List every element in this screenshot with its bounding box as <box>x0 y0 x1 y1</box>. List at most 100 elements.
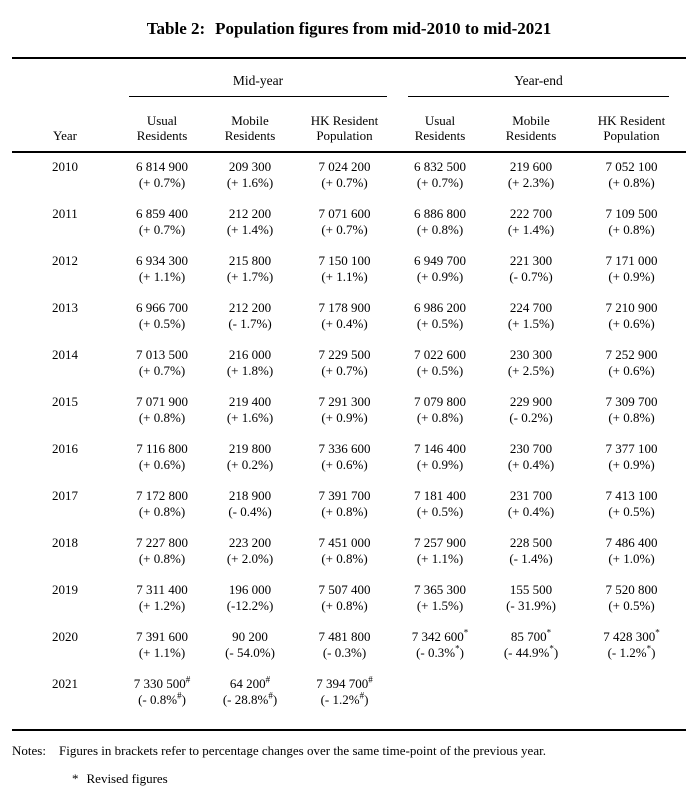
percentage-change: (- 1.4%) <box>509 551 553 566</box>
percentage-change: (+ 0.5%) <box>608 504 655 519</box>
data-cell: 6 949 700 (+ 0.9%) <box>395 247 485 294</box>
population-value: 7 413 100 <box>605 488 658 503</box>
data-cell: 215 800 (+ 1.7%) <box>206 247 294 294</box>
data-cell: 7 311 400 (+ 1.2%) <box>118 576 206 623</box>
data-cell: 229 900 (- 0.2%) <box>485 388 577 435</box>
population-value: 7 022 600 <box>414 347 466 362</box>
population-value: 219 400 <box>228 394 272 409</box>
data-cell: 7 178 900 (+ 0.4%) <box>294 294 395 341</box>
year-cell: 2014 <box>52 347 78 362</box>
percentage-change: (+ 0.8%) <box>321 504 368 519</box>
notes-label: Notes: <box>12 743 46 758</box>
population-value: 7 116 800 <box>136 441 188 456</box>
data-cell: 7 342 600* (- 0.3%*) <box>395 623 485 670</box>
data-cell: 7 391 600 (+ 1.1%) <box>118 623 206 670</box>
percentage-change: (- 0.4%) <box>228 504 272 519</box>
table-bottom-rule <box>12 729 686 731</box>
percentage-change: (+ 0.9%) <box>416 457 464 472</box>
table-row: 2013 6 966 700 (+ 0.5%) 212 200 (- 1.7%) 7 17… <box>12 294 686 341</box>
population-value: 7 507 400 <box>318 582 371 597</box>
population-value: 7 052 100 <box>605 159 658 174</box>
data-cell: 7 079 800 (+ 0.8%) <box>395 388 485 435</box>
data-cell: 64 200# (- 28.8%#) <box>206 670 294 717</box>
percentage-change: (+ 0.8%) <box>321 551 368 566</box>
percentage-change: (+ 1.8%) <box>226 363 274 378</box>
percentage-change: (+ 0.8%) <box>416 410 464 425</box>
population-value: 7 210 900 <box>605 300 658 315</box>
group-header-row: Mid-year Year-end <box>12 58 686 98</box>
percentage-change: (+ 1.1%) <box>138 645 186 660</box>
population-value: 7 252 900 <box>605 347 658 362</box>
asterisk-symbol: * <box>72 771 79 786</box>
table-row: 2020 7 391 600 (+ 1.1%) 90 200 (- 54.0%) 7 48… <box>12 623 686 670</box>
percentage-change: (- 54.0%) <box>225 645 275 660</box>
data-cell: 7 486 400 (+ 1.0%) <box>577 529 686 576</box>
percentage-change: (+ 1.1%) <box>321 269 368 284</box>
population-value: 216 000 <box>228 347 272 362</box>
data-cell: 212 200 (+ 1.4%) <box>206 200 294 247</box>
year-cell: 2010 <box>52 159 78 174</box>
population-value: 7 024 200 <box>318 159 371 174</box>
table-row: 2017 7 172 800 (+ 0.8%) 218 900 (- 0.4%) 7 39… <box>12 482 686 529</box>
data-cell: 7 309 700 (+ 0.8%) <box>577 388 686 435</box>
year-cell: 2017 <box>52 488 78 503</box>
data-cell: 7 227 800 (+ 0.8%) <box>118 529 206 576</box>
percentage-change: (+ 1.5%) <box>507 316 555 331</box>
data-cell: 6 934 300 (+ 1.1%) <box>118 247 206 294</box>
population-value: 222 700 <box>509 206 553 221</box>
population-value: 231 700 <box>509 488 553 503</box>
data-cell: 230 700 (+ 0.4%) <box>485 435 577 482</box>
population-value: 90 200 <box>232 629 268 644</box>
population-value: 229 900 <box>509 394 553 409</box>
table-row: 2016 7 116 800 (+ 0.6%) 219 800 (+ 0.2%) 7 33… <box>12 435 686 482</box>
data-cell: 7 229 500 (+ 0.7%) <box>294 341 395 388</box>
percentage-change: (+ 0.5%) <box>138 316 186 331</box>
percentage-change: (+ 1.1%) <box>138 269 186 284</box>
population-value: 6 886 800 <box>414 206 466 221</box>
data-cell: 7 336 600 (+ 0.6%) <box>294 435 395 482</box>
data-cell: 6 814 900 (+ 0.7%) <box>118 152 206 200</box>
percentage-change: (+ 0.4%) <box>321 316 368 331</box>
population-value: 209 300 <box>228 159 272 174</box>
population-value: 7 227 800 <box>136 535 188 550</box>
data-cell: 6 966 700 (+ 0.5%) <box>118 294 206 341</box>
data-cell: 223 200 (+ 2.0%) <box>206 529 294 576</box>
percentage-change: (+ 0.7%) <box>321 363 368 378</box>
data-cell: 7 257 900 (+ 1.1%) <box>395 529 485 576</box>
data-cell: 7 451 000 (+ 0.8%) <box>294 529 395 576</box>
table-row: 2018 7 227 800 (+ 0.8%) 223 200 (+ 2.0%) 7 45… <box>12 529 686 576</box>
column-header-year: Year <box>53 128 77 143</box>
column-header-mid-usual-residents: Usual Residents <box>136 113 188 143</box>
table-row: 2021 7 330 500# (- 0.8%#) 64 200# (- 28.8%#)… <box>12 670 686 717</box>
percentage-change: (+ 2.0%) <box>226 551 274 566</box>
data-cell: 7 394 700# (- 1.2%#) <box>294 670 395 717</box>
data-cell: 7 291 300 (+ 0.9%) <box>294 388 395 435</box>
year-end-label: Year-end <box>408 72 669 97</box>
percentage-change: (+ 1.4%) <box>507 222 555 237</box>
group-header-spacer <box>12 58 118 98</box>
population-value: 7 428 300* <box>603 627 660 644</box>
data-cell: 7 172 800 (+ 0.8%) <box>118 482 206 529</box>
table-row: 2012 6 934 300 (+ 1.1%) 215 800 (+ 1.7%) 7 15… <box>12 247 686 294</box>
notes-line: Notes: Figures in brackets refer to perc… <box>12 743 686 759</box>
year-cell: 2011 <box>52 206 78 221</box>
table-number: Table 2: <box>146 19 206 38</box>
year-cell: 2019 <box>52 582 78 597</box>
population-value: 6 832 500 <box>414 159 466 174</box>
population-value: 6 949 700 <box>414 253 466 268</box>
population-value: 6 859 400 <box>136 206 188 221</box>
percentage-change: (+ 1.1%) <box>416 551 464 566</box>
population-value: 221 300 <box>509 253 553 268</box>
population-value: 6 966 700 <box>136 300 188 315</box>
percentage-change: (+ 0.6%) <box>608 316 655 331</box>
population-value: 7 391 600 <box>136 629 188 644</box>
percentage-change: (- 0.3%) <box>322 645 367 660</box>
percentage-change: (+ 0.7%) <box>321 222 368 237</box>
data-cell: 7 181 400 (+ 0.5%) <box>395 482 485 529</box>
population-value: 7 291 300 <box>318 394 371 409</box>
population-value: 7 146 400 <box>414 441 466 456</box>
population-value: 7 311 400 <box>136 582 188 597</box>
percentage-change: (+ 0.8%) <box>416 222 464 237</box>
population-value: 228 500 <box>509 535 553 550</box>
data-cell <box>395 670 485 717</box>
